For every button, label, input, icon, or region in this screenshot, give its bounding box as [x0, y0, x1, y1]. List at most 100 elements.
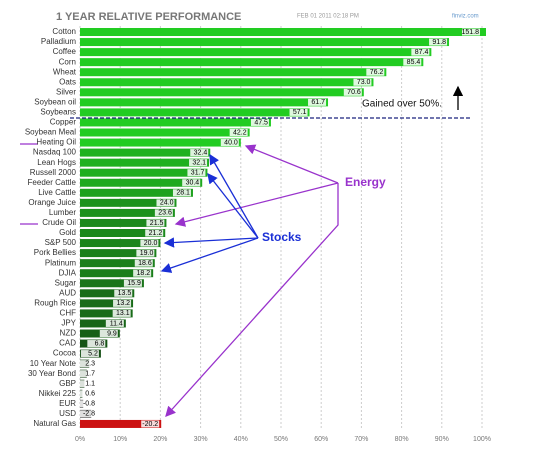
value-label: 23.6 — [158, 210, 172, 217]
value-label-bg — [182, 179, 201, 187]
bar — [80, 98, 329, 107]
value-label-bg — [189, 159, 208, 167]
y-tick-label: Copper — [50, 118, 77, 127]
x-tick-label: 40% — [234, 436, 248, 443]
energy-arrow — [244, 144, 339, 184]
stocks-arrow — [163, 237, 259, 248]
value-label: 5.2 — [88, 350, 98, 357]
value-label-bg — [105, 319, 124, 327]
value-label-bg — [134, 259, 153, 267]
subtitle: FEB 01 2011 02:18 PM — [297, 14, 359, 20]
y-tick-label: Pork Bellies — [34, 248, 76, 257]
y-tick-label: DJIA — [59, 268, 77, 277]
y-tick-label: Lumber — [49, 208, 76, 217]
stocks-arrow — [209, 153, 259, 239]
bar — [80, 148, 211, 157]
value-label: 9.9 — [107, 330, 117, 337]
value-label: 30.4 — [186, 180, 200, 187]
value-label: 47.5 — [254, 119, 268, 126]
value-label-bg — [156, 199, 175, 207]
x-tick-label: 0% — [75, 436, 85, 443]
value-label: 13.2 — [116, 300, 130, 307]
stocks-label: Stocks — [262, 230, 302, 244]
value-label-bg — [366, 68, 385, 76]
bar — [80, 198, 177, 207]
x-tick-label: 70% — [354, 436, 368, 443]
x-tick-label: 50% — [274, 436, 288, 443]
y-tick-label: Russell 2000 — [30, 168, 77, 177]
y-tick-label: CHF — [60, 309, 77, 318]
y-tick-label: USD — [59, 409, 76, 418]
value-label: 76.2 — [370, 69, 384, 76]
value-label: 73.0 — [357, 79, 371, 86]
value-label: 18.6 — [138, 260, 152, 267]
value-label-bg — [80, 410, 98, 418]
bar — [80, 108, 310, 117]
x-tick-label: 90% — [435, 436, 449, 443]
y-tick-label: Sugar — [55, 278, 77, 287]
bar — [80, 138, 241, 147]
y-tick-label: Platinum — [45, 258, 76, 267]
value-label: 32.1 — [192, 159, 206, 166]
bar — [80, 168, 208, 177]
y-tick-label: Wheat — [53, 67, 77, 76]
value-label: 28.1 — [176, 190, 190, 197]
y-tick-label: Corn — [59, 57, 76, 66]
value-label-bg — [87, 340, 106, 348]
value-label: 20.0 — [144, 240, 158, 247]
energy-arrow — [165, 183, 339, 417]
bar — [80, 269, 154, 278]
value-label-bg — [99, 330, 118, 337]
value-label-bg — [133, 269, 152, 277]
y-tick-label: Natural Gas — [33, 419, 76, 428]
x-tick-label: 20% — [153, 436, 167, 443]
value-label: 11.4 — [110, 320, 123, 327]
y-tick-label: AUD — [59, 288, 76, 297]
value-label: 151.8 — [461, 29, 479, 36]
bar — [80, 419, 162, 428]
bar — [80, 188, 193, 197]
value-label: -0.8 — [83, 401, 95, 408]
value-label: 13.5 — [118, 290, 132, 297]
y-tick-label: Coffee — [53, 47, 77, 56]
x-tick-label: 100% — [473, 436, 491, 443]
value-label: 42.2 — [233, 129, 247, 136]
value-label: -20.2 — [142, 421, 158, 428]
value-label: 91.8 — [432, 39, 446, 46]
energy-arrow — [174, 182, 339, 227]
bar — [80, 279, 144, 288]
value-label: 0.6 — [85, 391, 95, 398]
value-label-bg — [145, 229, 164, 237]
stocks-arrow — [207, 172, 259, 239]
x-tick-label: 30% — [194, 436, 208, 443]
value-label: 2.3 — [85, 360, 95, 367]
value-label: 1.7 — [85, 371, 95, 378]
bar — [80, 208, 175, 217]
y-tick-label: EUR — [59, 399, 76, 408]
value-label: 21.2 — [149, 230, 163, 237]
value-label: -2.8 — [83, 411, 95, 418]
bar — [80, 309, 133, 318]
y-tick-label: GBP — [59, 379, 76, 388]
energy-label: Energy — [345, 175, 386, 189]
value-label-bg — [80, 380, 98, 388]
value-label-bg — [80, 370, 98, 378]
value-label: 15.9 — [127, 280, 141, 287]
value-label-bg — [411, 48, 430, 56]
bar — [80, 218, 167, 227]
value-label: 85.4 — [407, 59, 421, 66]
value-label-bg — [308, 98, 327, 106]
y-tick-label: Cocoa — [53, 349, 77, 358]
y-tick-label: Heating Oil — [36, 138, 76, 147]
value-label: 18.2 — [137, 270, 151, 277]
value-label-bg — [250, 118, 269, 126]
source: finviz.com — [452, 14, 479, 20]
y-tick-label: 30 Year Bond — [28, 369, 76, 378]
value-label-bg — [113, 299, 132, 307]
y-tick-label: Palladium — [41, 37, 76, 46]
value-label-bg — [80, 400, 98, 408]
bar — [80, 158, 210, 167]
value-label: 87.4 — [415, 49, 429, 56]
threshold-label: Gained over 50%. — [362, 99, 442, 110]
value-label-bg — [154, 209, 173, 217]
